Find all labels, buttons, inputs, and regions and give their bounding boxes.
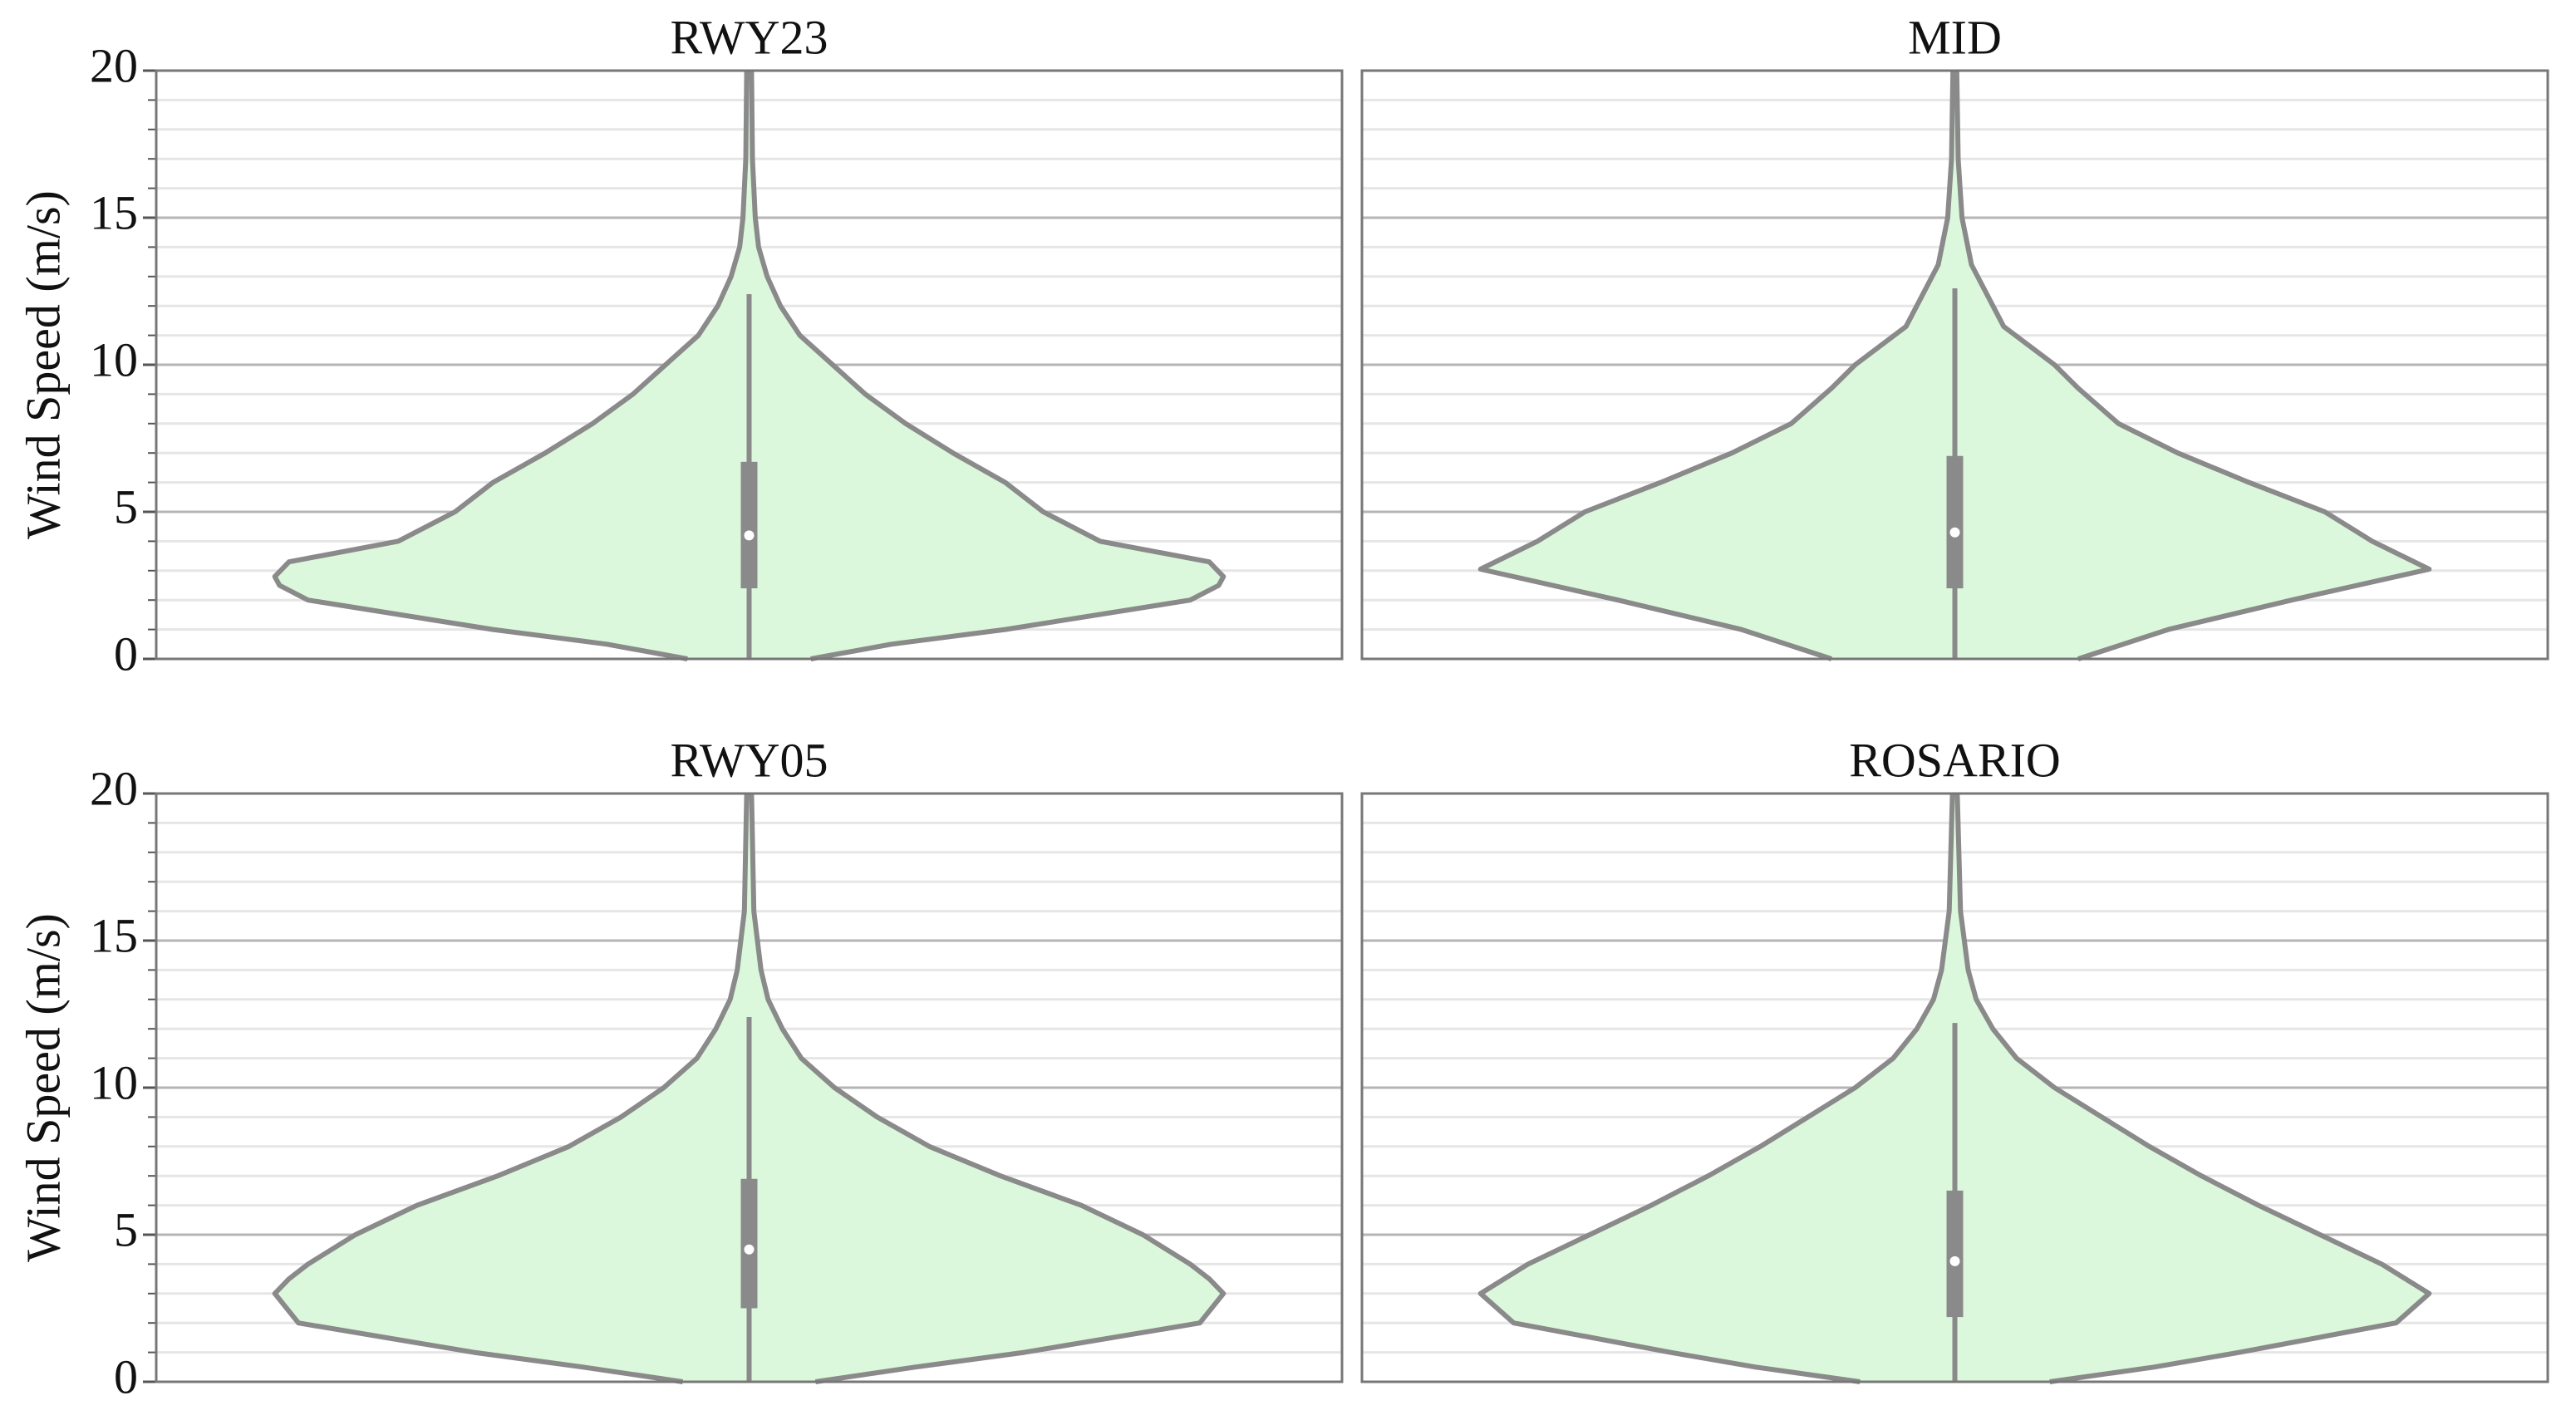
- plot-frame: [1360, 69, 2549, 661]
- panel-title: ROSARIO: [1849, 733, 2061, 787]
- violin-outline-left: [272, 793, 750, 1384]
- y-tick-label: 10: [90, 1055, 138, 1109]
- y-axis-label: Wind Speed (m/s): [16, 913, 70, 1262]
- panel-title: RWY23: [670, 10, 828, 64]
- y-tick-label: 5: [114, 1202, 138, 1256]
- y-axis-label: Wind Speed (m/s): [16, 190, 70, 539]
- median: [744, 530, 755, 541]
- y-tick-label: 20: [90, 761, 138, 815]
- y-tick-label: 0: [114, 1349, 138, 1403]
- plot-frame: [155, 69, 1344, 661]
- box: [1946, 1190, 1964, 1318]
- plot-frame: [155, 792, 1344, 1383]
- median: [744, 1244, 755, 1255]
- box: [1946, 455, 1964, 589]
- violin-outline-left: [272, 70, 750, 661]
- plot-frame: [1360, 792, 2549, 1383]
- violin-outline-right: [1954, 70, 2432, 661]
- y-tick-label: 0: [114, 627, 138, 681]
- violin-outline-left: [1477, 70, 1956, 661]
- panel-title: MID: [1908, 10, 2002, 64]
- box: [740, 1178, 758, 1309]
- y-tick-label: 20: [90, 38, 138, 92]
- panel-title: RWY05: [670, 733, 828, 787]
- violin-outline-right: [749, 70, 1227, 661]
- median: [1949, 527, 1960, 538]
- violin-outline-right: [749, 793, 1227, 1384]
- y-tick-label: 5: [114, 479, 138, 533]
- median: [1949, 1255, 1960, 1266]
- y-tick-label: 10: [90, 332, 138, 386]
- violin-outline-left: [1477, 793, 1955, 1384]
- violin-outline-right: [1954, 793, 2432, 1384]
- box: [740, 461, 758, 589]
- y-tick-label: 15: [90, 908, 138, 962]
- y-tick-label: 15: [90, 185, 138, 239]
